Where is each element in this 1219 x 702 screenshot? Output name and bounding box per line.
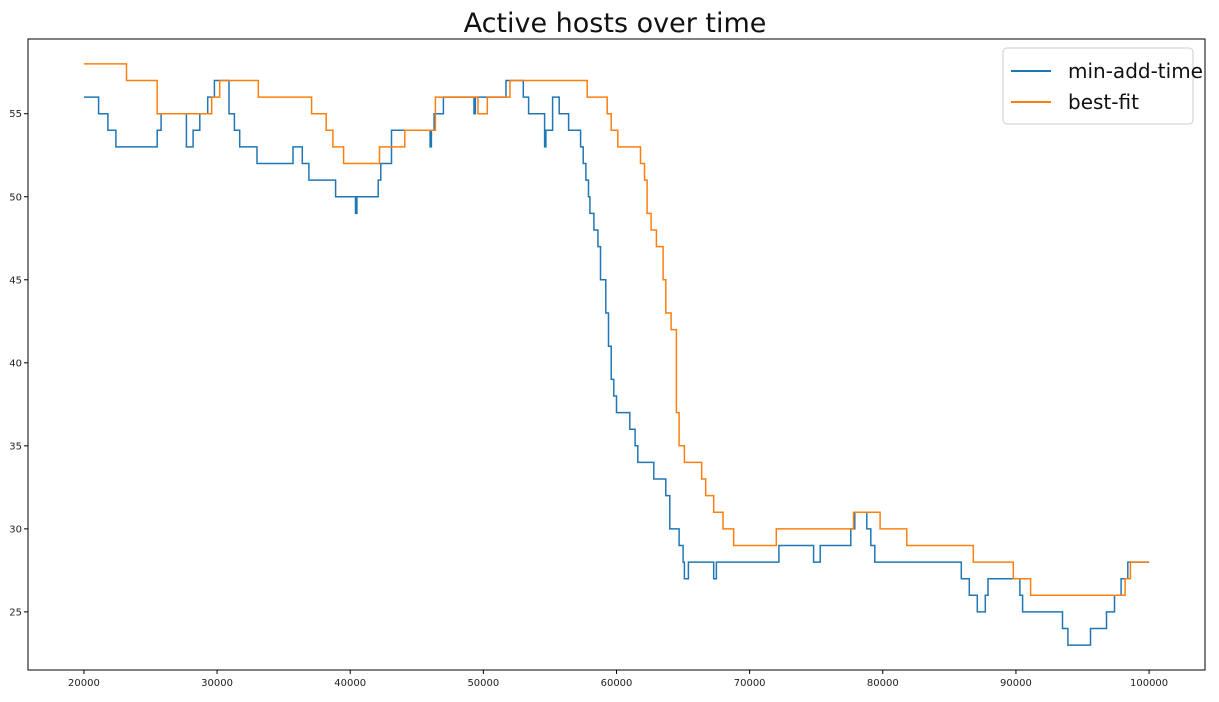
y-tick-label: 50 <box>9 192 22 203</box>
x-tick-label: 40000 <box>334 678 366 689</box>
y-tick-label: 55 <box>9 109 22 120</box>
x-tick-label: 30000 <box>201 678 233 689</box>
series-layer <box>83 63 1150 646</box>
x-tick-label: 80000 <box>867 678 899 689</box>
y-tick-label: 40 <box>9 358 22 369</box>
legend-label-min-add-time: min-add-time <box>1068 59 1203 83</box>
y-tick-label: 30 <box>9 524 22 535</box>
y-tick-label: 35 <box>9 441 22 452</box>
series-line-best-fit <box>83 63 1150 597</box>
x-tick-label: 70000 <box>734 678 766 689</box>
legend-box <box>1002 47 1194 125</box>
plot-frame <box>27 38 1206 671</box>
y-tick-label: 25 <box>9 607 22 618</box>
legend-label-best-fit: best-fit <box>1068 90 1139 114</box>
x-tick-label: 50000 <box>467 678 499 689</box>
x-tick-label: 20000 <box>68 678 100 689</box>
x-tick-label: 90000 <box>1000 678 1032 689</box>
y-tick-label: 45 <box>9 275 22 286</box>
axis-layer: 20000 30000 40000 50000 60000 70000 80000 90000… <box>9 109 1168 689</box>
legend: min-add-time best-fit <box>1002 47 1203 125</box>
x-tick-label: 60000 <box>601 678 633 689</box>
chart-title: Active hosts over time <box>464 8 767 39</box>
series-line-min-add-time <box>83 79 1150 646</box>
x-tick-label: 100000 <box>1130 678 1168 689</box>
